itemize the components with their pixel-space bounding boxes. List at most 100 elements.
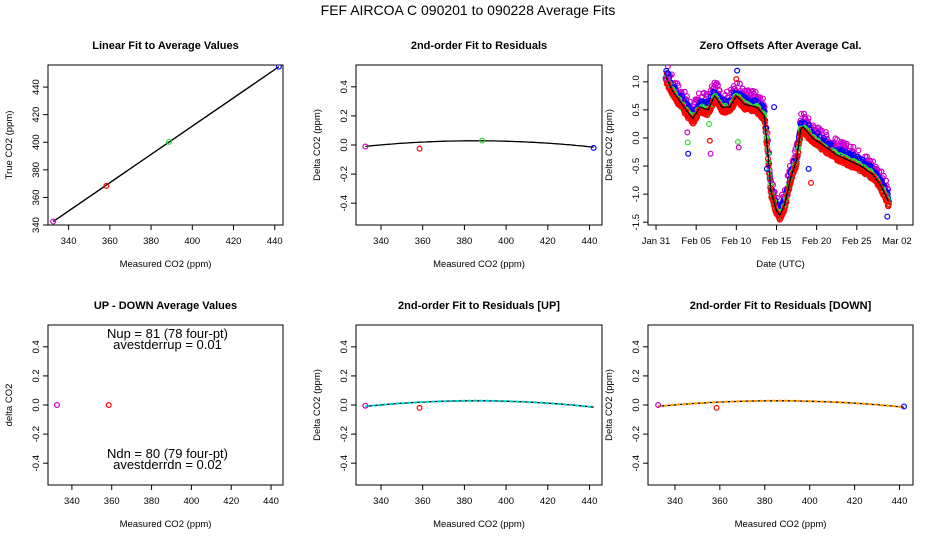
x-tick-label: Jan 31: [642, 236, 671, 247]
plot-frame: [47, 64, 284, 226]
x-tick-label: 440: [582, 236, 598, 247]
panels: Linear Fit to Average Values Measured CO2…: [4, 40, 914, 530]
x-tick-label: 380: [456, 496, 472, 507]
x-tick-label: 400: [802, 496, 818, 507]
panel-p4: UP - DOWN Average Values Measured CO2 (pp…: [4, 300, 284, 530]
data-point: [362, 402, 369, 409]
data-point: [706, 137, 713, 144]
y-tick-label: 0.2: [339, 369, 350, 382]
data-point: [805, 165, 812, 172]
x-tick-label: 360: [712, 496, 728, 507]
x-axis-label: Measured CO2 (ppm): [433, 259, 525, 270]
data-point: [805, 115, 812, 122]
data-point: [706, 120, 713, 127]
fit-curve: [658, 399, 905, 409]
data-point: [105, 402, 112, 409]
data-point: [479, 137, 486, 144]
y-tick-label: 0.0: [31, 398, 42, 411]
y-tick-label: 360: [31, 189, 42, 205]
x-tick-label: 380: [456, 236, 472, 247]
x-tick-label: 440: [892, 496, 908, 507]
y-tick-label: 0.2: [631, 369, 642, 382]
x-tick-label: 340: [373, 236, 389, 247]
data-point: [798, 110, 805, 117]
x-tick-label: 400: [498, 496, 514, 507]
data-point: [763, 165, 770, 172]
y-tick-label: -0.4: [631, 455, 642, 471]
y-tick-label: 1.0: [631, 75, 642, 88]
panel-title: 2nd-order Fit to Residuals: [411, 40, 547, 52]
data-point: [771, 104, 778, 111]
data-point: [716, 87, 723, 94]
marks: [50, 65, 282, 225]
data-point: [752, 88, 759, 95]
data-point: [855, 147, 862, 154]
data-point: [416, 404, 423, 411]
x-tick-label: 340: [373, 496, 389, 507]
x-axis-label: Measured CO2 (ppm): [735, 519, 827, 530]
y-tick-label: -1.5: [631, 214, 642, 230]
x-tick-label: 400: [498, 236, 514, 247]
x-tick-label: 440: [263, 496, 279, 507]
data-point: [685, 150, 692, 157]
y-axis-label: Delta CO2 (ppm): [604, 369, 615, 441]
data-point: [700, 89, 707, 96]
y-axis-label: Delta CO2 (ppm): [312, 109, 323, 181]
x-axis-label: Measured CO2 (ppm): [120, 259, 212, 270]
data-point: [663, 76, 670, 83]
y-tick-label: 0.4: [339, 80, 350, 93]
y-tick-label: 0.0: [339, 138, 350, 151]
x-axis-label: Date (UTC): [756, 259, 805, 270]
x-tick-label: Feb 25: [842, 236, 872, 247]
data-point: [275, 65, 282, 70]
y-tick-label: 0.0: [339, 398, 350, 411]
data-point: [736, 80, 743, 87]
data-point: [590, 144, 597, 151]
figure-title: FEF AIRCOA C 090201 to 090228 Average Fi…: [321, 2, 616, 18]
panel-title: Zero Offsets After Average Cal.: [700, 40, 862, 52]
panel-title: UP - DOWN Average Values: [94, 300, 237, 312]
y-axis-label: Delta CO2 (ppm): [312, 369, 323, 441]
x-tick-label: Mar 02: [882, 236, 912, 247]
data-point: [885, 201, 892, 208]
annotation-text: Ndn = 80 (79 four-pt): [107, 446, 228, 461]
y-tick-label: -0.5: [631, 158, 642, 174]
data-point: [362, 143, 369, 150]
x-tick-label: 420: [847, 496, 863, 507]
annotation-text: avestderrdn = 0.02: [113, 457, 222, 472]
x-tick-label: 380: [143, 236, 159, 247]
data-point: [847, 143, 854, 150]
x-tick-label: 360: [415, 236, 431, 247]
y-tick-label: 420: [31, 107, 42, 123]
y-tick-label: 400: [31, 134, 42, 150]
panel-p5: 2nd-order Fit to Residuals [UP] Measured …: [312, 300, 603, 530]
fit-line: [52, 66, 280, 223]
y-tick-label: 0.5: [631, 103, 642, 116]
x-tick-label: 340: [667, 496, 683, 507]
data-point: [757, 94, 764, 101]
x-tick-label: 440: [582, 496, 598, 507]
y-tick-label: 0.4: [339, 340, 350, 353]
data-point: [870, 158, 877, 165]
data-point: [734, 138, 741, 145]
y-tick-label: -1.0: [631, 186, 642, 202]
data-point: [166, 138, 173, 145]
marks: [362, 399, 594, 411]
data-point: [822, 129, 829, 136]
x-tick-label: 360: [415, 496, 431, 507]
panel-p1: Linear Fit to Average Values Measured CO2…: [4, 40, 284, 270]
plot-frame: [647, 64, 914, 226]
x-tick-label: Feb 05: [681, 236, 711, 247]
x-axis-label: Measured CO2 (ppm): [433, 519, 525, 530]
data-point: [734, 67, 741, 74]
data-point: [684, 129, 691, 136]
y-tick-label: 0.4: [31, 340, 42, 353]
x-tick-label: 380: [757, 496, 773, 507]
data-point: [735, 144, 742, 151]
data-point: [713, 404, 720, 411]
offset-line: [665, 75, 889, 217]
y-tick-label: -0.2: [339, 426, 350, 442]
y-tick-label: -0.2: [631, 426, 642, 442]
data-point: [850, 143, 857, 150]
